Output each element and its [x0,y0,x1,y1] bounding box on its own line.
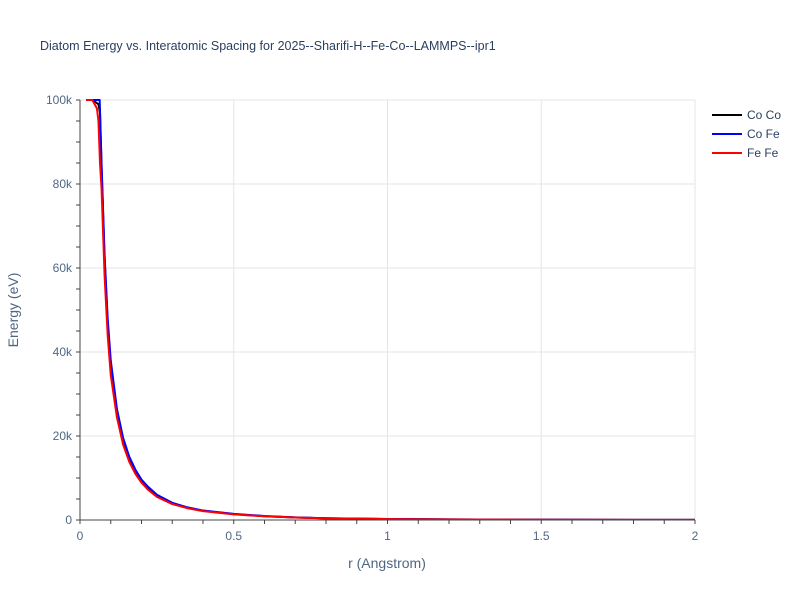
legend-item-co-fe[interactable]: Co Fe [712,127,780,141]
y-tick-label: 100k [46,93,73,107]
x-tick-label: 0.5 [225,529,242,543]
chart-title: Diatom Energy vs. Interatomic Spacing fo… [40,39,496,53]
ticks-layer: 0 0.5 1 1.5 2 0 20k 40k 60k 80k 100k [46,93,699,543]
x-tick-label: 1 [384,529,391,543]
y-axis-title: Energy (eV) [5,273,21,348]
x-axis-title: r (Angstrom) [348,555,426,571]
x-tick-label: 2 [692,529,699,543]
grid-layer [80,99,696,520]
y-tick-label: 80k [53,177,73,191]
series-layer [86,99,695,520]
y-tick-label: 40k [53,345,73,359]
legend[interactable]: Co Co Co Fe Fe Fe [712,108,781,160]
legend-label: Co Fe [747,127,780,141]
legend-item-co-co[interactable]: Co Co [712,108,781,122]
x-tick-label: 0 [77,529,84,543]
legend-label: Co Co [747,108,781,122]
y-tick-label: 20k [53,429,73,443]
series-line-fe-fe [86,99,695,520]
legend-label: Fe Fe [747,146,779,160]
x-tick-label: 1.5 [533,529,550,543]
y-tick-label: 0 [65,513,72,527]
series-group [86,99,695,520]
y-tick-label: 60k [53,261,73,275]
legend-item-fe-fe[interactable]: Fe Fe [712,146,779,160]
